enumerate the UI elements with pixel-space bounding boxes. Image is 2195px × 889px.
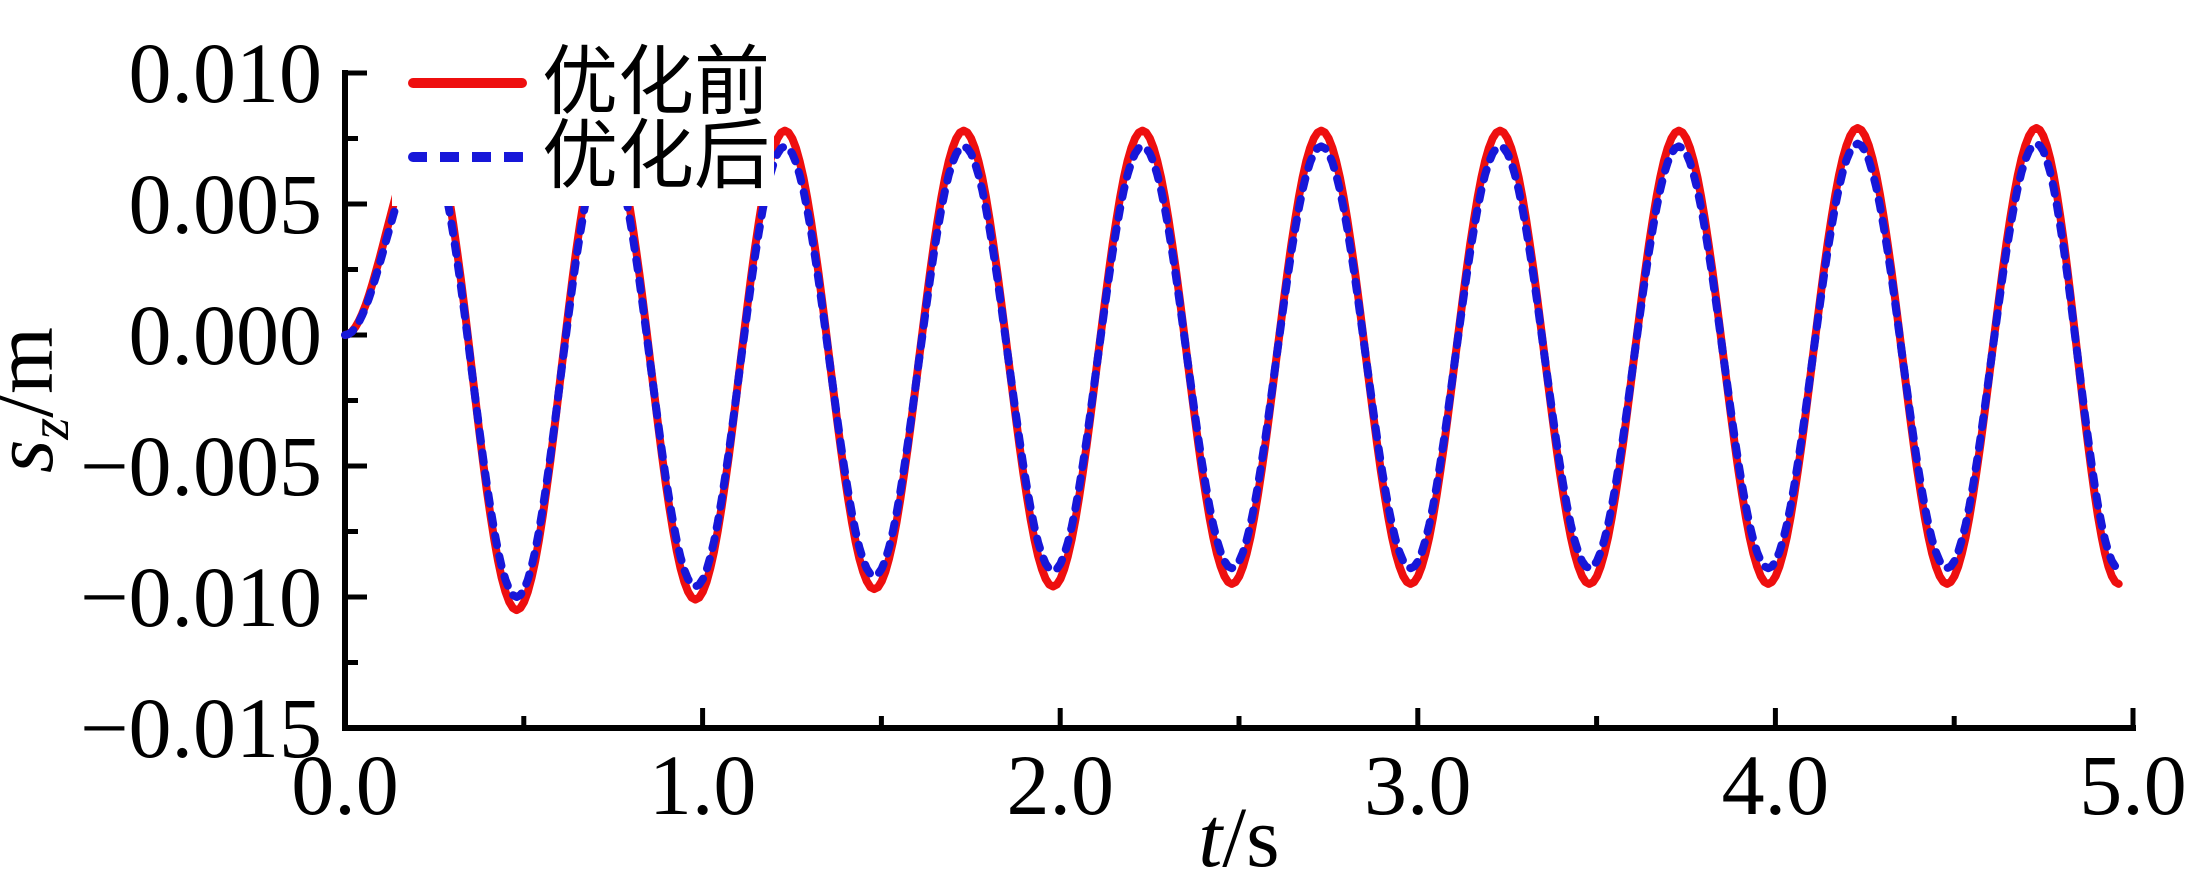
y-tick-label: 0.010 <box>129 25 323 121</box>
curve-after-optimization <box>341 139 2123 601</box>
legend-line-solid-red <box>408 78 527 88</box>
legend-label-before-optimization: 优化前 <box>542 41 770 125</box>
x-tick-label: 4.0 <box>1722 737 1830 833</box>
x-axis-title: t/s <box>1198 789 1279 885</box>
x-tick-label: 5.0 <box>2079 737 2187 833</box>
y-tick-label: −0.005 <box>80 418 322 514</box>
x-tick-label: 0.0 <box>291 737 399 833</box>
y-tick-label: −0.010 <box>80 549 322 645</box>
legend-label-after-optimization: 优化后 <box>542 115 770 199</box>
legend-item-after-optimization: 优化后 <box>408 118 770 196</box>
x-tick-label: 1.0 <box>649 737 757 833</box>
legend-item-before-optimization: 优化前 <box>408 44 770 122</box>
legend: 优化前 优化后 <box>392 24 774 206</box>
y-tick-label: −0.015 <box>80 680 322 776</box>
y-axis-title: sz/m <box>0 327 81 473</box>
x-tick-label: 3.0 <box>1364 737 1472 833</box>
legend-line-dashed-blue <box>408 152 527 162</box>
y-tick-label: 0.005 <box>129 156 323 252</box>
y-tick-label: 0.000 <box>129 287 323 383</box>
x-tick-label: 2.0 <box>1006 737 1114 833</box>
